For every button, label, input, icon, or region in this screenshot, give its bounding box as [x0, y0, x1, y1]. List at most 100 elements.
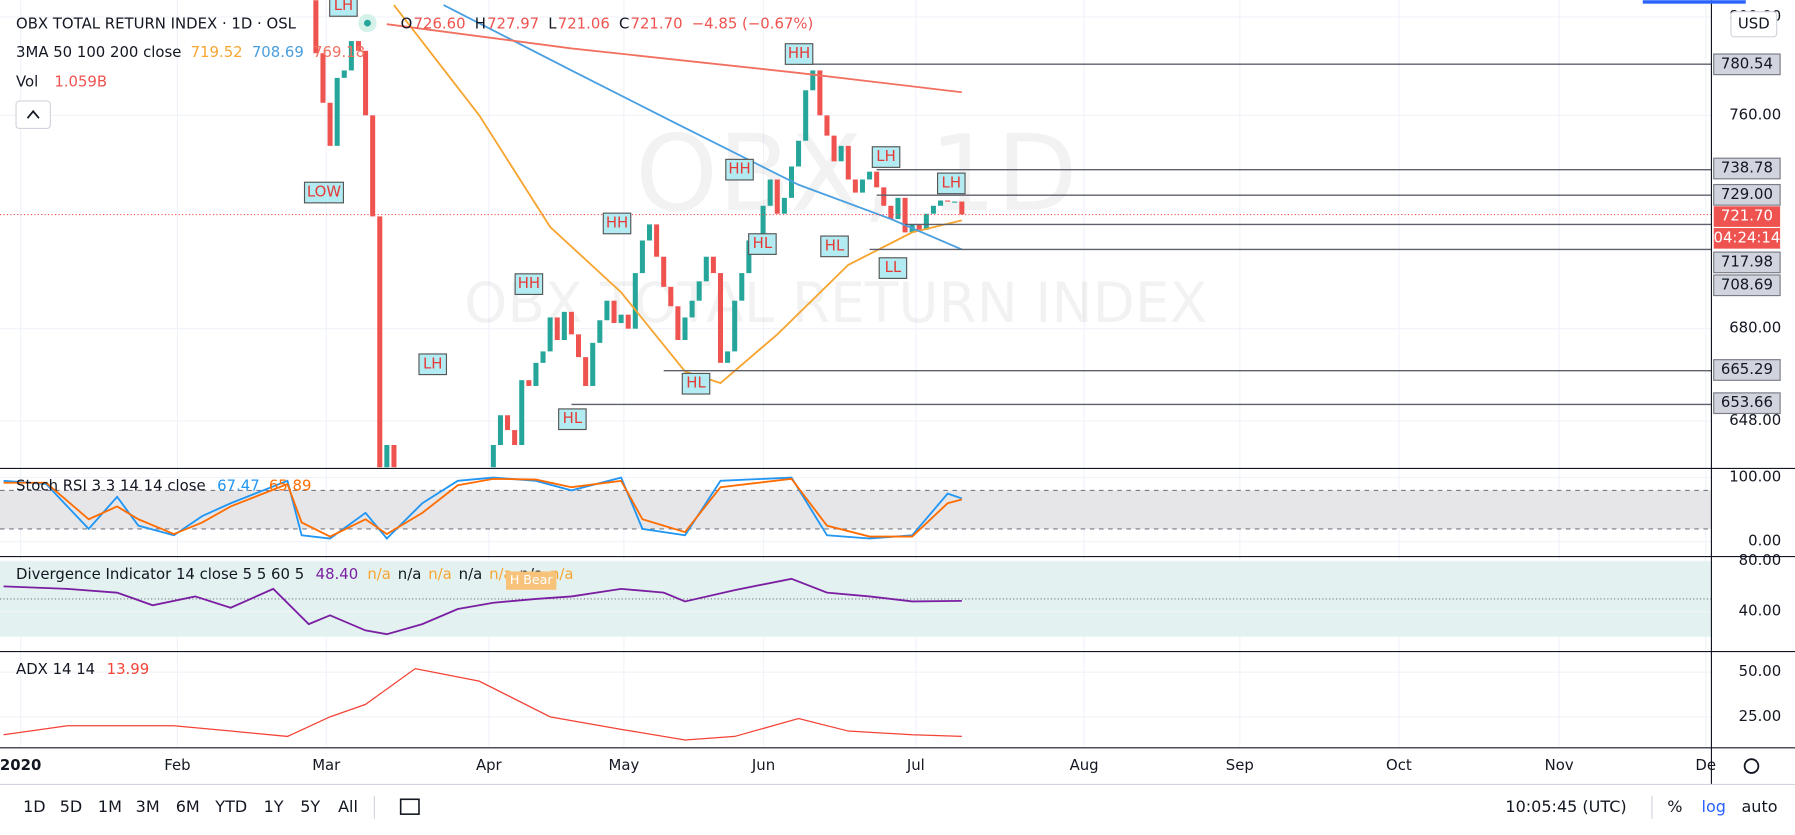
range-button[interactable]: YTD — [214, 797, 247, 816]
pivot-box — [784, 43, 814, 65]
legend-text: 708.69 — [252, 43, 304, 61]
pivot-box — [558, 408, 587, 431]
countdown-box — [1713, 228, 1781, 249]
level-label: 665.29 — [1721, 360, 1773, 378]
pivot-box — [820, 235, 849, 258]
candle — [632, 273, 638, 329]
range-button[interactable]: All — [338, 797, 358, 816]
candle — [384, 444, 390, 468]
y-tick-label: 648.00 — [1729, 411, 1781, 429]
scale-option[interactable]: auto — [1741, 797, 1777, 816]
candle — [675, 306, 681, 341]
candle — [881, 187, 887, 206]
x-tick-label: Jul — [906, 756, 925, 774]
pivot-box — [329, 0, 358, 17]
indicator-plot — [3, 476, 963, 540]
candle — [611, 300, 617, 324]
legend-text: n/a — [367, 565, 391, 583]
x-tick-label: May — [609, 756, 640, 774]
candle — [831, 135, 837, 162]
legend-text: 719.52 — [191, 43, 243, 61]
candle — [540, 351, 546, 363]
pivot-label: HL — [563, 409, 583, 427]
candle — [902, 197, 908, 233]
currency-box[interactable] — [1730, 11, 1778, 38]
candle — [767, 179, 773, 206]
candle — [363, 50, 369, 116]
pivot-box — [725, 158, 754, 181]
pivot-label: HL — [753, 234, 773, 252]
settings-icon[interactable] — [1743, 758, 1760, 774]
legend-text: Stoch RSI 3 3 14 14 close — [16, 477, 206, 495]
pivot-box — [681, 372, 711, 395]
scale-option[interactable]: log — [1702, 797, 1726, 816]
candle — [646, 224, 653, 241]
candle — [859, 179, 865, 193]
indicator-line — [3, 477, 963, 538]
x-tick-label: De — [1695, 756, 1716, 774]
indicator-line — [3, 476, 963, 540]
candle — [377, 216, 383, 468]
date-range-icon[interactable] — [399, 798, 420, 815]
candle — [533, 362, 539, 386]
legend-text: OBX TOTAL RETURN INDEX · 1D · OSL — [16, 14, 297, 32]
legend-text: 13.99 — [107, 660, 150, 678]
level-label: 729.00 — [1721, 185, 1773, 203]
candle — [945, 200, 951, 202]
currency: USD — [1738, 14, 1770, 32]
pivot-box — [303, 181, 345, 204]
candle — [568, 311, 574, 335]
range-button[interactable]: 6M — [176, 797, 200, 816]
candle — [341, 70, 347, 78]
candle — [682, 317, 688, 341]
clock: 10:05:45 (UTC) — [1505, 797, 1626, 816]
candle — [348, 41, 354, 71]
x-tick-label: Mar — [312, 756, 341, 774]
candle — [930, 205, 936, 214]
candle — [732, 300, 738, 352]
range-button[interactable]: 1D — [23, 797, 46, 816]
scale-option[interactable]: % — [1667, 797, 1682, 816]
candle — [597, 320, 603, 343]
candle — [313, 0, 319, 54]
level-label-box — [1713, 274, 1781, 297]
legend-text: 726.60 — [414, 14, 466, 32]
candle — [774, 179, 780, 214]
candle — [803, 90, 809, 141]
range-button[interactable]: 3M — [136, 797, 160, 816]
candle — [952, 201, 958, 203]
pivot-label: HH — [788, 44, 810, 62]
pivot-box — [871, 146, 901, 168]
legend-text: 721.70 — [631, 14, 683, 32]
range-button[interactable]: 5Y — [300, 797, 320, 816]
candle — [838, 145, 844, 162]
last-price-box — [1713, 206, 1781, 227]
candle — [355, 41, 361, 51]
pivot-label: HH — [606, 213, 628, 231]
candle — [576, 334, 582, 358]
level-label: 780.54 — [1721, 54, 1773, 72]
candle — [639, 240, 645, 274]
level-label-box — [1713, 392, 1781, 415]
candle — [852, 179, 858, 193]
candle — [717, 273, 724, 363]
range-button[interactable]: 5D — [60, 797, 83, 816]
level-label-box — [1713, 183, 1781, 206]
collapse-button[interactable] — [15, 100, 51, 130]
level-label-box — [1713, 157, 1781, 180]
legend-text: n/a — [428, 565, 452, 583]
y-tick-label: 0.00 — [1748, 532, 1781, 550]
candle — [519, 380, 525, 445]
range-button[interactable]: 1M — [98, 797, 122, 816]
y-tick-label: 25.00 — [1739, 707, 1782, 725]
pivot-label: HL — [825, 236, 845, 254]
candle — [874, 171, 880, 188]
range-button[interactable]: 1Y — [264, 797, 284, 816]
legend-text: 769.18 — [313, 43, 365, 61]
indicator-plot — [3, 577, 962, 636]
x-tick-label: Feb — [164, 756, 190, 774]
candle — [760, 205, 766, 252]
pivot-label: LOW — [307, 183, 341, 201]
y-tick-label: 100.00 — [1729, 468, 1781, 486]
legend-text: C — [619, 14, 629, 32]
